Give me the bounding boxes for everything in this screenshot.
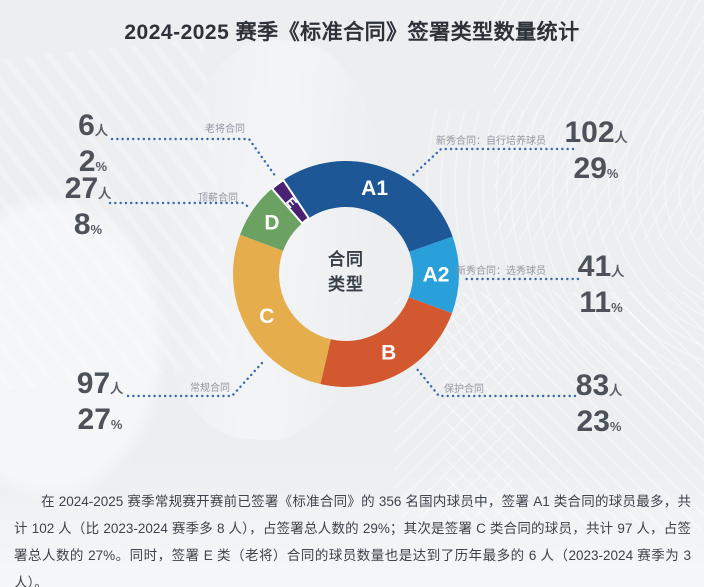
slice-label-c: C — [259, 305, 274, 328]
callout-c: 97人 27% — [76, 367, 124, 436]
leader-line-c — [126, 361, 264, 398]
donut-center-label: 合同 类型 — [328, 247, 364, 297]
page-title: 2024-2025 赛季《标准合同》签署类型数量统计 — [124, 21, 580, 44]
slice-c — [233, 234, 331, 385]
callout-a2-pct: 11 — [579, 286, 612, 319]
callout-a1: 102人 29% — [564, 116, 628, 185]
slice-a2 — [408, 236, 459, 314]
contract-label-a1: 新秀合同：自行培养球员 — [436, 136, 546, 147]
callout-d-pct: 8 — [73, 208, 91, 241]
callout-e: 6人 2% — [78, 109, 108, 178]
slice-label-d: D — [264, 211, 279, 234]
leader-line-d — [108, 201, 252, 210]
contract-label-c: 常规合同 — [190, 383, 230, 394]
callout-b-people: 83 — [575, 369, 610, 402]
summary-paragraph: 在 2024-2025 赛季常规赛开赛前已签署《标准合同》的 356 名国内球员… — [14, 494, 691, 587]
callout-a1-pct: 29 — [573, 152, 607, 185]
slice-a1 — [283, 160, 453, 252]
contract-label-e: 老将合同 — [205, 124, 245, 135]
callout-a1-people: 102 — [564, 116, 615, 149]
callout-e-people: 6 — [78, 109, 95, 142]
callout-d: 27人 8% — [64, 172, 112, 241]
callout-a2: 41人 11% — [577, 250, 625, 319]
leader-lines — [108, 137, 580, 398]
center-label-line2: 类型 — [328, 275, 364, 294]
callout-c-pct: 27 — [77, 403, 111, 436]
leader-line-b — [415, 367, 577, 398]
slice-d — [240, 188, 303, 251]
contract-label-b: 保护合同 — [444, 384, 484, 395]
slice-e — [270, 178, 311, 225]
callout-b: 83人 23% — [575, 369, 623, 438]
callout-a2-people: 41 — [577, 250, 612, 283]
slice-label-a2: A2 — [423, 263, 450, 286]
callout-d-people: 27 — [64, 172, 99, 205]
callout-e-pct: 2 — [78, 145, 96, 178]
slice-label-a1: A1 — [361, 177, 388, 200]
slice-b — [320, 297, 452, 387]
callout-b-pct: 23 — [576, 405, 610, 438]
leader-line-a1 — [409, 147, 575, 179]
center-label-line1: 合同 — [328, 250, 364, 269]
slice-label-b: B — [381, 342, 396, 365]
contract-label-a2: 新秀合同：选秀球员 — [456, 266, 546, 277]
callout-c-people: 97 — [76, 367, 111, 400]
leader-line-e — [110, 137, 278, 179]
contract-label-d: 顶薪合同 — [198, 193, 238, 204]
